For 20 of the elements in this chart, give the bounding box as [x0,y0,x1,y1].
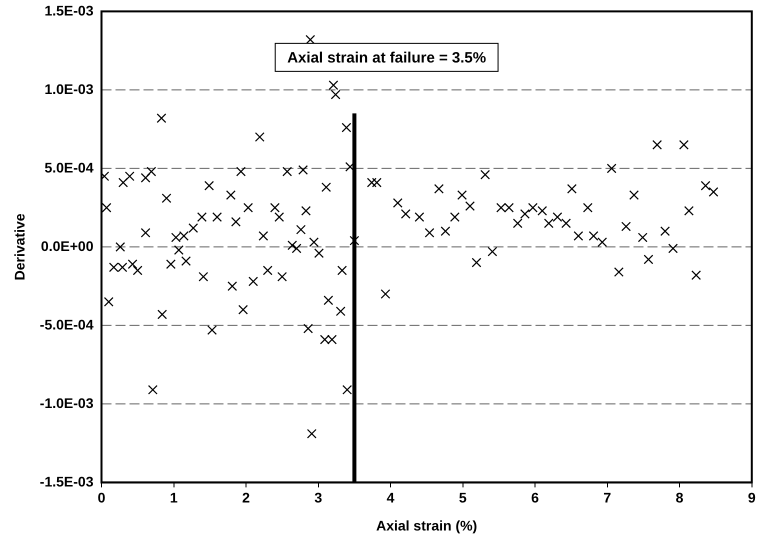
x-tick-label: 8 [676,490,684,506]
x-tick-label: 1 [170,490,178,506]
y-tick-label: -1.5E-03 [40,473,94,490]
y-tick-label: 1.0E-03 [44,80,94,97]
x-tick-label: 7 [603,490,612,506]
y-tick-label: -1.0E-03 [40,394,94,411]
x-tick-label: 3 [314,490,322,506]
y-tick-label: 1.5E-03 [44,2,94,18]
x-tick-label: 9 [748,490,756,506]
y-axis-title: Derivative [11,213,28,280]
x-axis-title: Axial strain (%) [376,517,478,534]
y-tick-label: -5.0E-04 [40,316,94,332]
x-tick-label: 0 [98,490,106,506]
ref-line-label: Axial strain at failure = 3.5% [287,50,486,67]
x-tick-label: 6 [531,490,540,506]
x-tick-label: 4 [386,490,395,506]
y-tick-label: 0.0E+00 [40,238,94,254]
x-tick-label: 2 [242,490,250,506]
x-tick-label: 5 [458,490,467,506]
y-tick-label: 5.0E-04 [44,159,94,176]
